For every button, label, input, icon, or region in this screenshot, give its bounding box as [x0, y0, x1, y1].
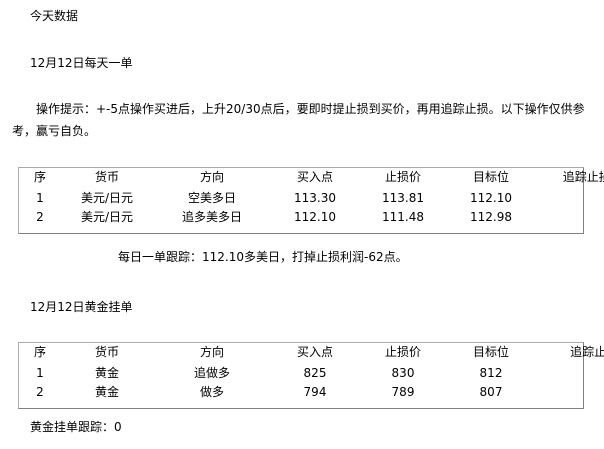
table-row: 2 美元/日元 追多美多日 112.10 111.48 112.98 [19, 208, 604, 227]
cell-buy-point: 794 [303, 385, 327, 399]
cell-target: 112.10 [470, 191, 512, 205]
table-spacer-cell [19, 402, 604, 408]
header-buy-point: 买入点 [296, 170, 333, 184]
daily-tracking-line: 每日一单跟踪：112.10多美日，打掉止损利润-62点。 [118, 250, 408, 264]
cell-trailing [535, 208, 604, 227]
cell-stop-price: 111.48 [382, 210, 424, 224]
header-stop-price: 止损价 [384, 345, 421, 359]
header-target: 目标位 [472, 345, 509, 359]
table-row: 1 黄金 追做多 825 830 812 [19, 363, 604, 383]
gold-section-heading: 12月12日黄金挂单 [30, 300, 133, 314]
cell-buy-point: 825 [303, 366, 327, 380]
operation-tip-paragraph: 操作提示：+-5点操作买进后，上升20/30点后，要即时提止损到买价，再用追踪止… [12, 102, 585, 138]
header-stop-price: 止损价 [384, 170, 421, 184]
gold-signal-table: 序 货币 方向 买入点 止损价 目标位 追踪止损2美元 1 黄金 追做多 825… [18, 342, 604, 409]
gold-tracking-line: 黄金挂单跟踪：0 [30, 420, 122, 434]
cell-currency: 黄金 [94, 385, 119, 399]
cell-currency: 美元/日元 [80, 210, 134, 224]
cell-target: 807 [479, 385, 503, 399]
cell-seq: 2 [36, 210, 44, 224]
cell-seq: 2 [36, 385, 44, 399]
header-target: 目标位 [472, 170, 509, 184]
cell-direction: 空美多日 [187, 191, 236, 205]
cell-trailing [535, 188, 604, 208]
cell-direction: 做多 [199, 385, 224, 399]
header-currency: 货币 [94, 170, 119, 184]
header-direction: 方向 [199, 345, 224, 359]
cell-trailing [535, 363, 604, 383]
cell-stop-price: 789 [391, 385, 415, 399]
table-header-row: 序 货币 方向 买入点 止损价 目标位 追踪止损2美元 [19, 343, 604, 363]
cell-direction: 追多美多日 [181, 210, 242, 224]
table-spacer-row [19, 402, 604, 408]
cell-direction: 追做多 [193, 366, 230, 380]
header-trailing: 追踪止损20/30点 [562, 170, 604, 184]
cell-stop-price: 830 [391, 366, 415, 380]
cell-buy-point: 113.30 [294, 191, 336, 205]
header-seq: 序 [33, 170, 46, 184]
cell-buy-point: 112.10 [294, 210, 336, 224]
table-header-row: 序 货币 方向 买入点 止损价 目标位 追踪止损20/30点 [19, 168, 604, 188]
header-currency: 货币 [94, 345, 119, 359]
header-seq: 序 [33, 345, 46, 359]
fx-signal-table: 序 货币 方向 买入点 止损价 目标位 追踪止损20/30点 1 美元/日元 空… [18, 167, 604, 234]
daily-section-heading: 12月12日每天一单 [30, 56, 133, 70]
cell-target: 112.98 [470, 210, 512, 224]
cell-stop-price: 113.81 [382, 191, 424, 205]
cell-trailing [535, 383, 604, 402]
cell-seq: 1 [36, 366, 44, 380]
cell-currency: 黄金 [94, 366, 119, 380]
header-direction: 方向 [199, 170, 224, 184]
table-row: 1 美元/日元 空美多日 113.30 113.81 112.10 [19, 188, 604, 208]
cell-target: 812 [479, 366, 503, 380]
table-spacer-cell [19, 227, 604, 233]
cell-currency: 美元/日元 [80, 191, 134, 205]
table-spacer-row [19, 227, 604, 233]
header-trailing: 追踪止损2美元 [570, 345, 604, 359]
header-buy-point: 买入点 [296, 345, 333, 359]
page-title: 今天数据 [30, 9, 79, 23]
cell-seq: 1 [36, 191, 44, 205]
table-row: 2 黄金 做多 794 789 807 [19, 383, 604, 402]
